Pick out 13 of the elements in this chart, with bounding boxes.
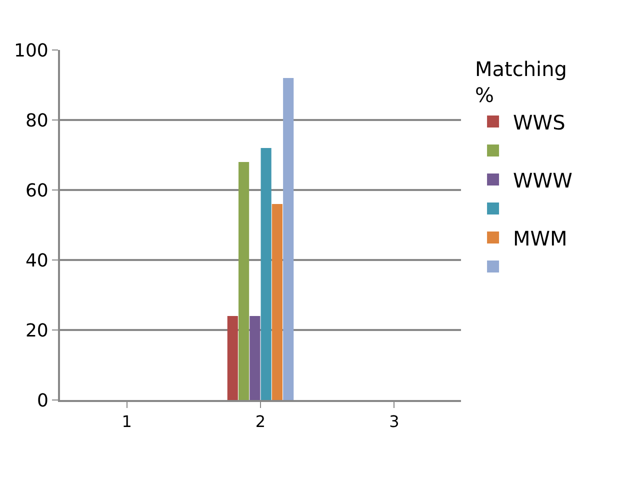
legend-label: WWW <box>513 168 573 192</box>
y-tick-label: 0 <box>36 390 48 412</box>
y-tick-label: 20 <box>25 320 48 342</box>
legend-title: Matching % <box>475 57 567 107</box>
x-tick-label: 1 <box>122 412 132 432</box>
legend-label: WWS <box>513 110 566 134</box>
x-tick-label: 2 <box>255 412 266 432</box>
x-tick-label: 3 <box>389 412 400 432</box>
y-tick-label: 100 <box>14 40 48 62</box>
y-tick-label: 60 <box>25 180 48 202</box>
legend-label: MWM <box>513 226 568 250</box>
y-tick-label: 40 <box>25 250 48 272</box>
y-tick-label: 80 <box>25 110 48 132</box>
